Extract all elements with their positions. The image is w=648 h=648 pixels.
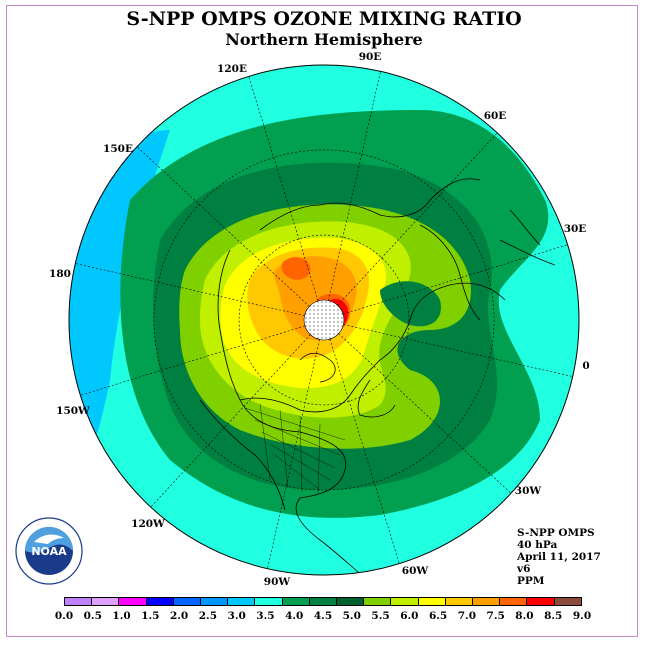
latitude-circle (153, 149, 495, 491)
colorbar-segment (119, 598, 147, 605)
colorbar-tick-label: 3.0 (227, 610, 246, 622)
colorbar-tick-label: 1.5 (141, 610, 160, 622)
contour-pacific-tongue (380, 281, 441, 327)
meridian-line (323, 319, 400, 564)
meridian-line (323, 71, 381, 321)
colorbar-segment (445, 598, 474, 605)
colorbar-segment (228, 598, 256, 605)
colorbar-segment (146, 598, 174, 605)
longitude-label: 60W (402, 565, 429, 577)
colorbar-tick-label: 2.0 (169, 610, 189, 622)
polar-missing-data-hatch (303, 299, 345, 341)
longitude-label: 150E (103, 143, 133, 155)
meridian-line (323, 132, 498, 321)
longitude-label: 60E (484, 110, 507, 122)
colorbar-tick-label: 2.5 (198, 610, 218, 622)
colorbar-tick-label: 5.5 (371, 610, 390, 622)
meridian-line (150, 319, 325, 508)
info-date: April 11, 2017 (517, 551, 601, 563)
colorbar-segment (92, 598, 120, 605)
longitude-label: 150W (56, 405, 90, 417)
longitude-label: 0 (582, 360, 589, 372)
colorbar-segment (500, 598, 528, 605)
colorbar (64, 597, 582, 606)
page-subtitle: Northern Hemisphere (225, 30, 423, 49)
meridian-line (136, 146, 325, 321)
colorbar-tick-label: 5.0 (342, 610, 361, 622)
colorbar-tick-label: 7.0 (457, 610, 477, 622)
colorbar-tick-label: 6.5 (428, 610, 448, 622)
longitude-label: 30W (515, 485, 542, 497)
coastlines (199, 178, 556, 575)
meridian-line (323, 319, 573, 377)
ozone-field (69, 65, 579, 575)
longitude-label: 90W (264, 576, 291, 588)
info-units: PPM (517, 575, 545, 587)
noaa-logo: NOAA (14, 516, 84, 591)
colorbar-tick-label: 4.0 (285, 610, 304, 622)
meridian-line (267, 319, 325, 569)
colorbar-segment (554, 598, 581, 605)
colorbar-segment (201, 598, 229, 605)
colorbar-segment (527, 598, 555, 605)
page-title: S-NPP OMPS OZONE MIXING RATIO (126, 8, 522, 30)
info-instrument: S-NPP OMPS (517, 527, 595, 539)
latitude-circle (238, 234, 410, 406)
colorbar-segment (337, 598, 365, 605)
colorbar-tick-label: 1.0 (112, 610, 131, 622)
meridian-line (80, 319, 325, 396)
longitude-label: 120W (131, 518, 165, 530)
colorbar-tick-label: 4.5 (313, 610, 333, 622)
longitude-label: 90E (359, 51, 382, 63)
noaa-logo-text: NOAA (31, 545, 67, 558)
colorbar-segment (173, 598, 202, 605)
colorbar-segment (418, 598, 446, 605)
colorbar-tick-label: 6.0 (400, 610, 419, 622)
meridian-line (323, 244, 568, 321)
longitude-label: 120E (217, 63, 247, 75)
colorbar-segment (473, 598, 501, 605)
meridian-line (75, 263, 325, 321)
longitude-labels: 90E 60E 30E 0 30W 60W 90W 120W 150W 180 150E 120E (49, 51, 590, 588)
colorbar-segment (309, 598, 338, 605)
colorbar-tick-label: 7.5 (486, 610, 505, 622)
plot-frame (6, 5, 638, 637)
colorbar-segment (391, 598, 419, 605)
colorbar-tick-label: 0.0 (54, 610, 74, 622)
meridian-line (323, 319, 512, 494)
colorbar-tick-label: 3.5 (256, 610, 275, 622)
colorbar-tick-label: 0.5 (83, 610, 102, 622)
meridian-line (248, 76, 325, 321)
colorbar-tick-label: 8.5 (544, 610, 563, 622)
graticule (75, 71, 573, 569)
colorbar-segment (364, 598, 392, 605)
colorbar-segment (282, 598, 310, 605)
longitude-label: 180 (49, 268, 71, 280)
map-boundary (68, 64, 580, 576)
info-level: 40 hPa (517, 539, 558, 551)
info-version: v6 (517, 563, 531, 575)
colorbar-tick-label: 9.0 (572, 610, 592, 622)
longitude-label: 30E (564, 223, 587, 235)
colorbar-labels: 0.0 0.5 1.0 1.5 2.0 2.5 3.0 3.5 4.0 4.5 5.0 5.5 6.0 6… (0, 610, 648, 624)
colorbar-tick-label: 8.0 (515, 610, 534, 622)
colorbar-segment (255, 598, 283, 605)
us-state-borders (244, 403, 346, 495)
colorbar-segment (65, 598, 93, 605)
